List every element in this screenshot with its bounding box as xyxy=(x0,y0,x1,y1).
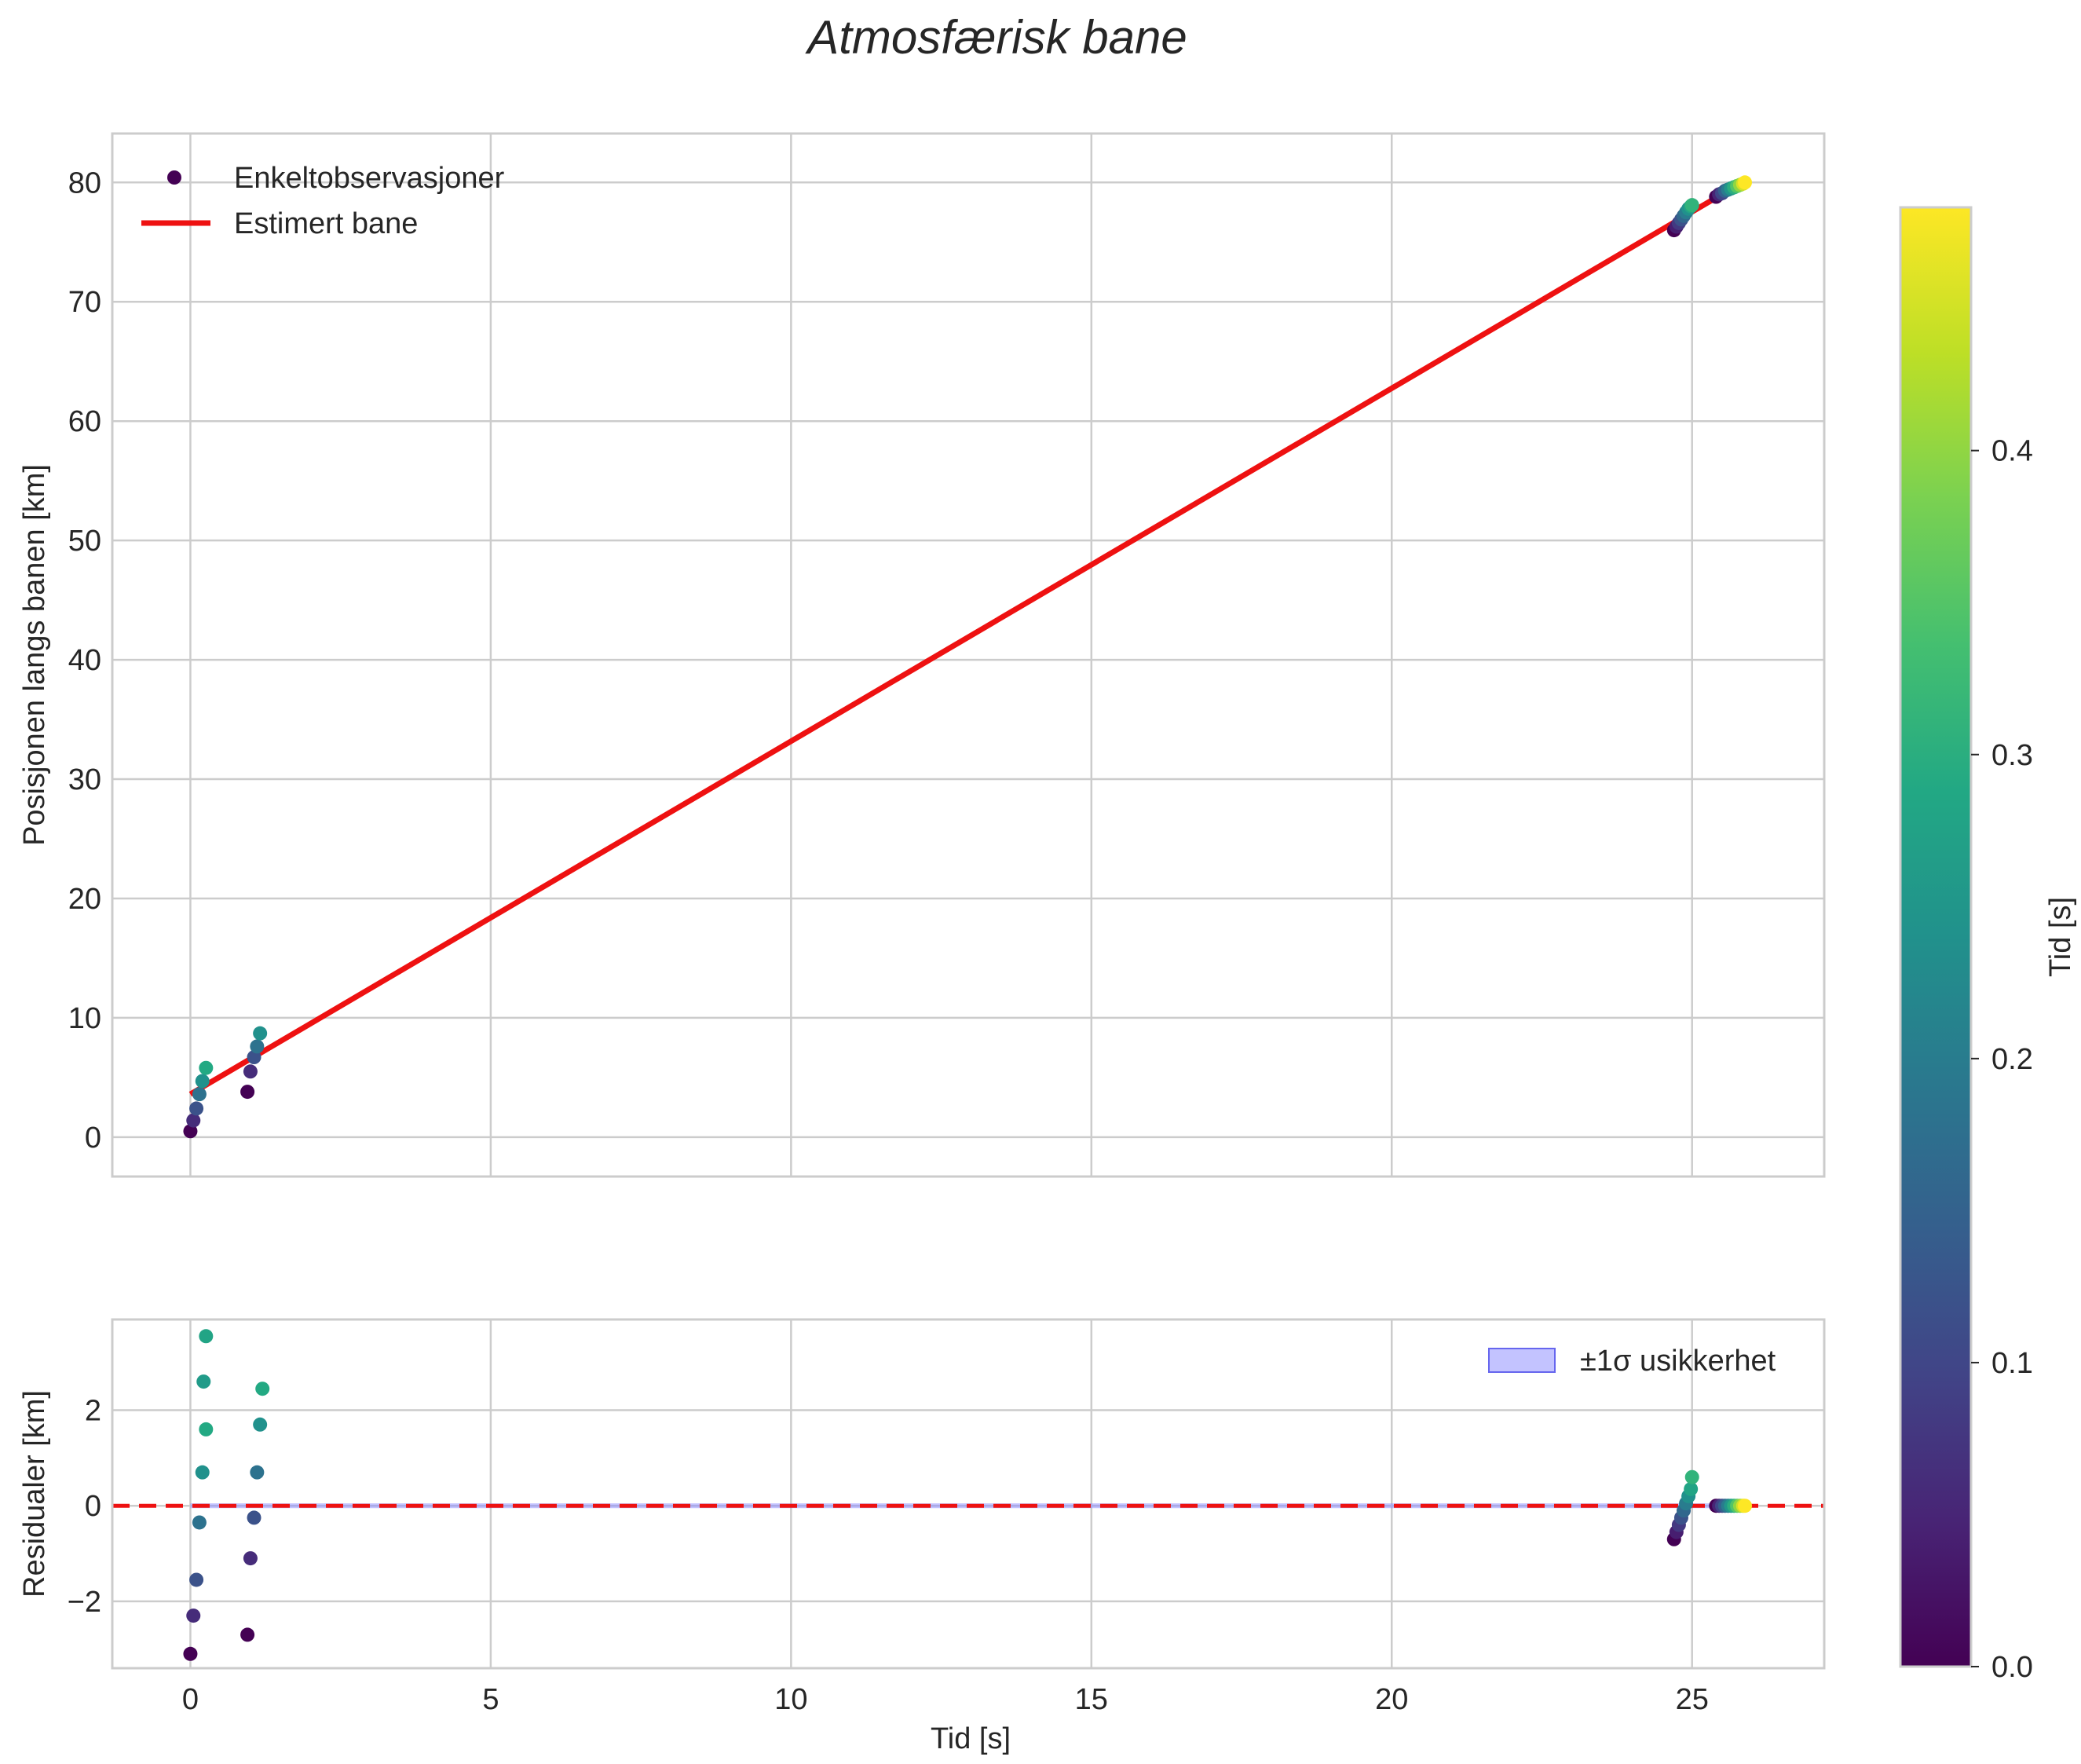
residual-point xyxy=(255,1382,270,1396)
top-grid xyxy=(112,134,1824,1177)
x-tick-label: 10 xyxy=(774,1683,807,1716)
top-y-ticks: 0 10 20 30 40 50 60 70 80 xyxy=(68,167,101,1155)
colorbar-tick-label: 0.4 xyxy=(1991,435,2033,468)
legend-label-fit: Estimert bane xyxy=(234,207,418,240)
observation-point xyxy=(183,1124,198,1139)
top-y-tick-label: 80 xyxy=(68,167,101,199)
colorbar-ticks: 0.0 0.1 0.2 0.3 0.4 xyxy=(1971,435,2033,1684)
observation-point xyxy=(250,1039,265,1054)
x-tick-label: 25 xyxy=(1676,1683,1709,1716)
bottom-panel: 0 5 10 15 20 25 −2 0 2 Residualer [km] Tid [s] ±… xyxy=(18,1318,1826,1755)
fit-line xyxy=(188,177,1748,1097)
residual-point xyxy=(243,1551,258,1566)
bottom-y-tick-label: 0 xyxy=(85,1490,101,1523)
top-y-tick-label: 60 xyxy=(68,405,101,438)
top-frame xyxy=(111,132,1826,1178)
colorbar-label: Tid [s] xyxy=(2044,897,2077,977)
observation-point xyxy=(192,1087,207,1102)
x-tick-label: 15 xyxy=(1075,1683,1108,1716)
observation-point xyxy=(247,1050,261,1065)
bottom-frame xyxy=(111,1318,1826,1670)
bottom-y-tick-label: 2 xyxy=(85,1395,101,1428)
top-y-tick-label: 0 xyxy=(85,1122,101,1155)
top-panel: 0 10 20 30 40 50 60 70 80 Posisjonen langs banen… xyxy=(18,132,1826,1178)
residual-point xyxy=(189,1572,204,1587)
bottom-x-label: Tid [s] xyxy=(931,1722,1011,1755)
top-y-label: Posisjonen langs banen [km] xyxy=(18,464,51,846)
residual-point xyxy=(247,1510,261,1525)
x-tick-label: 5 xyxy=(482,1683,499,1716)
residual-point xyxy=(199,1329,214,1344)
observation-point xyxy=(243,1064,258,1079)
observation-point xyxy=(195,1074,210,1089)
colorbar-tick-label: 0.2 xyxy=(1991,1043,2033,1076)
colorbar-tick-label: 0.3 xyxy=(1991,739,2033,772)
bottom-ticks: 0 5 10 15 20 25 −2 0 2 xyxy=(68,1395,1709,1716)
residual-point xyxy=(192,1515,207,1530)
x-tick-label: 0 xyxy=(182,1683,199,1716)
residual-point xyxy=(240,1627,255,1642)
bottom-y-label: Residualer [km] xyxy=(18,1390,51,1597)
residual-point xyxy=(183,1646,198,1661)
top-y-tick-label: 20 xyxy=(68,883,101,916)
residual-point xyxy=(186,1608,201,1623)
bottom-legend: ±1σ usikkerhet xyxy=(1488,1345,1776,1378)
colorbar-gradient xyxy=(1899,206,1973,1668)
observation-point xyxy=(199,1060,214,1075)
residual-point xyxy=(1738,1499,1753,1513)
residual-point xyxy=(199,1422,214,1436)
chart-title: Atmosfærisk bane xyxy=(805,11,1187,64)
observation-point xyxy=(189,1101,204,1116)
residual-point xyxy=(1684,1469,1699,1484)
residual-point xyxy=(196,1374,211,1389)
legend-marker-observations xyxy=(167,170,181,185)
legend-marker-sigma xyxy=(1488,1348,1556,1373)
colorbar-tick-label: 0.1 xyxy=(1991,1347,2033,1380)
residual-point xyxy=(195,1465,210,1480)
colorbar: 0.0 0.1 0.2 0.3 0.4 Tid [s] xyxy=(1899,206,2077,1684)
residual-point xyxy=(250,1465,265,1480)
x-tick-label: 20 xyxy=(1375,1683,1408,1716)
observation-point xyxy=(1738,175,1753,190)
legend-label-sigma: ±1σ usikkerhet xyxy=(1580,1345,1776,1378)
bottom-grid xyxy=(112,1319,1824,1668)
top-y-tick-label: 70 xyxy=(68,286,101,319)
observation-point xyxy=(240,1085,255,1100)
top-y-tick-label: 40 xyxy=(68,644,101,677)
residual-point xyxy=(253,1417,268,1432)
residual-point xyxy=(1684,1481,1699,1496)
observation-point xyxy=(1684,198,1699,213)
colorbar-tick-label: 0.0 xyxy=(1991,1651,2033,1684)
top-y-tick-label: 30 xyxy=(68,763,101,796)
observation-point xyxy=(186,1113,201,1128)
top-legend: Enkeltobservasjoner Estimert bane xyxy=(141,162,505,240)
residual-points xyxy=(183,1329,1753,1661)
top-y-tick-label: 10 xyxy=(68,1002,101,1035)
observation-point xyxy=(253,1026,268,1041)
legend-label-observations: Enkeltobservasjoner xyxy=(234,162,505,195)
top-observations xyxy=(183,175,1753,1139)
bottom-y-tick-label: −2 xyxy=(68,1586,101,1619)
top-y-tick-label: 50 xyxy=(68,525,101,558)
